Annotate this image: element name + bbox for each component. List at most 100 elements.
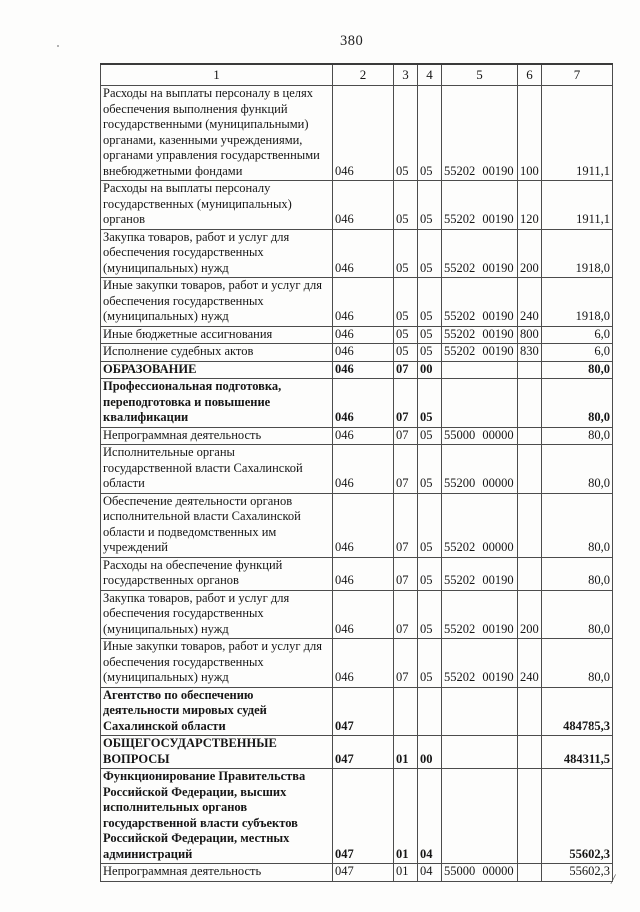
expense-type-cell [517,492,542,558]
page-number: 380 [340,33,364,49]
grbs-code-cell: 046 [332,426,394,445]
target-article-cell: 55202 00190 [441,180,518,230]
grbs-code-cell: 046 [332,444,394,494]
expense-type-cell [517,378,542,428]
grbs-code-cell: 046 [332,85,394,181]
subsection-code-cell: 04 [417,768,442,864]
target-article-cell [441,360,518,379]
expense-type-cell: 200 [517,589,542,639]
target-article-cell [441,686,518,736]
expense-name-cell: Непрограммная деятельность [100,863,333,882]
expense-type-cell [517,686,542,736]
expense-name-cell: Иные закупки товаров, работ и услуг для … [100,638,333,688]
target-article-cell [441,735,518,769]
table-row: Исполнительные органы государственной вл… [100,444,613,494]
column-header: 1 [100,63,333,86]
expense-type-cell [517,556,542,591]
column-header: 5 [441,63,518,86]
expense-type-cell: 240 [517,638,542,688]
table-row: Функционирование Правительства Российско… [100,768,613,864]
target-article-cell: 55202 00190 [441,325,518,344]
subsection-code-cell: 05 [417,325,442,344]
expense-name-cell: Профессиональная подготовка, переподгото… [100,378,333,428]
column-header: 4 [417,63,442,86]
target-article-cell: 55202 00190 [441,589,518,639]
grbs-code-cell: 046 [332,228,394,278]
expense-name-cell: Иные бюджетные ассигнования [100,325,333,344]
grbs-code-cell: 046 [332,589,394,639]
table-row: ОБЩЕГОСУДАРСТВЕННЫЕ ВОПРОСЫ 047 01 00 48… [100,735,613,769]
amount-cell: 80,0 [541,492,613,558]
target-article-cell: 55202 00190 [441,638,518,688]
grbs-code-cell: 046 [332,343,394,362]
grbs-code-cell: 046 [332,277,394,327]
amount-cell: 80,0 [541,589,613,639]
section-code-cell: 01 [393,863,418,882]
subsection-code-cell: 05 [417,180,442,230]
table-row: Иные закупки товаров, работ и услуг для … [100,638,613,688]
section-code-cell: 07 [393,492,418,558]
section-code-cell: 05 [393,85,418,181]
target-article-cell: 55202 00190 [441,85,518,181]
grbs-code-cell: 046 [332,360,394,379]
table-row: ОБРАЗОВАНИЕ 046 07 00 80,0 [100,360,613,379]
grbs-code-cell: 047 [332,863,394,882]
expense-name-cell: Функционирование Правительства Российско… [100,768,333,864]
table-row: Агентство по обеспечению деятельности ми… [100,686,613,736]
section-code-cell: 05 [393,228,418,278]
expense-type-cell [517,863,542,882]
section-code-cell: 07 [393,360,418,379]
amount-cell: 6,0 [541,343,613,362]
expense-type-cell [517,735,542,769]
expense-name-cell: Расходы на выплаты персоналу государстве… [100,180,333,230]
section-code-cell: 07 [393,378,418,428]
amount-cell: 1911,1 [541,180,613,230]
target-article-cell: 55202 00190 [441,556,518,591]
amount-cell: 1911,1 [541,85,613,181]
target-article-cell: 55000 00000 [441,863,518,882]
grbs-code-cell: 046 [332,325,394,344]
expense-type-cell: 120 [517,180,542,230]
target-article-cell: 55202 00190 [441,228,518,278]
expense-name-cell: Закупка товаров, работ и услуг для обесп… [100,589,333,639]
expense-name-cell: Исполнительные органы государственной вл… [100,444,333,494]
amount-cell: 6,0 [541,325,613,344]
table-row: Расходы на выплаты персоналу государстве… [100,180,613,230]
amount-cell: 80,0 [541,360,613,379]
subsection-code-cell: 05 [417,444,442,494]
expense-type-cell [517,360,542,379]
table-row: Иные бюджетные ассигнования 046 05 05 55… [100,325,613,344]
target-article-cell: 55202 00000 [441,492,518,558]
table-row: Иные закупки товаров, работ и услуг для … [100,277,613,327]
grbs-code-cell: 046 [332,638,394,688]
expense-name-cell: Непрограммная деятельность [100,426,333,445]
amount-cell: 80,0 [541,426,613,445]
section-code-cell: 01 [393,735,418,769]
scan-speck [592,726,594,728]
expense-name-cell: Иные закупки товаров, работ и услуг для … [100,277,333,327]
target-article-cell: 55000 00000 [441,426,518,445]
section-code-cell: 05 [393,325,418,344]
section-code-cell: 05 [393,180,418,230]
section-code-cell: 07 [393,589,418,639]
amount-cell: 1918,0 [541,277,613,327]
table-row: Расходы на выплаты персоналу в целях обе… [100,85,613,181]
column-header: 6 [517,63,542,86]
grbs-code-cell: 046 [332,556,394,591]
table-row: Исполнение судебных актов 046 05 05 5520… [100,343,613,362]
subsection-code-cell: 05 [417,85,442,181]
expense-type-cell [517,768,542,864]
grbs-code-cell: 047 [332,686,394,736]
subsection-code-cell: 04 [417,863,442,882]
subsection-code-cell: 00 [417,360,442,379]
subsection-code-cell [417,686,442,736]
column-header: 7 [541,63,613,86]
grbs-code-cell: 046 [332,180,394,230]
section-code-cell: 07 [393,638,418,688]
subsection-code-cell: 05 [417,638,442,688]
section-code-cell: 05 [393,343,418,362]
